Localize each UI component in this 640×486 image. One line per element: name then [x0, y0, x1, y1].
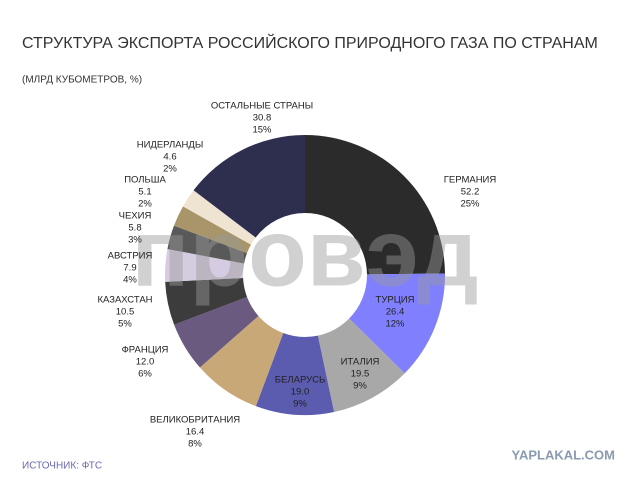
- share-label: 25%: [460, 199, 480, 210]
- slice: [199, 315, 284, 407]
- value-label: 19.0: [291, 387, 310, 398]
- share-label: 15%: [252, 125, 272, 136]
- slice-label: АВСТРИЯ: [108, 251, 153, 262]
- slice-label: ИТАЛИЯ: [341, 357, 380, 368]
- value-label: 4.6: [163, 152, 176, 163]
- share-label: 5%: [118, 319, 132, 330]
- share-label: 12%: [385, 319, 405, 330]
- value-label: 7.9: [123, 263, 136, 274]
- slice: [317, 318, 405, 412]
- chart-title: СТРУКТУРА ЭКСПОРТА РОССИЙСКОГО ПРИРОДНОГ…: [22, 33, 598, 52]
- value-label: 52.2: [461, 187, 480, 198]
- value-label: 30.8: [253, 113, 272, 124]
- value-label: 19.5: [351, 369, 370, 380]
- slice-label: ОСТАЛЬНЫЕ СТРАНЫ: [211, 101, 313, 112]
- source: ИСТОЧНИК: ФТС: [22, 461, 102, 472]
- slice-label: НИДЕРЛАНДЫ: [137, 140, 204, 151]
- watermark: провэд: [132, 199, 479, 306]
- site-watermark: YAPLAKAL.COM: [511, 447, 615, 462]
- slice-label: БЕЛАРУСЬ: [275, 375, 325, 386]
- share-label: 4%: [123, 275, 137, 286]
- slice-label: КАЗАХСТАН: [97, 295, 152, 306]
- slice: [165, 248, 245, 282]
- share-label: 9%: [293, 399, 307, 410]
- value-label: 10.5: [116, 307, 135, 318]
- slice-label: ПОЛЬША: [124, 175, 166, 186]
- slice: [349, 273, 445, 374]
- share-label: 2%: [163, 164, 177, 175]
- slice: [167, 225, 247, 264]
- slice: [305, 135, 445, 275]
- slice: [165, 278, 248, 325]
- slice-label: ТУРЦИЯ: [376, 295, 415, 306]
- share-label: 3%: [128, 235, 142, 246]
- chart-subtitle: (МЛРД КУБОМЕТРОВ, %): [22, 75, 142, 86]
- slice: [173, 206, 251, 254]
- slice-label: ЧЕХИЯ: [119, 211, 152, 222]
- share-label: 8%: [188, 439, 202, 450]
- slice: [174, 297, 259, 368]
- slice-label: ФРАНЦИЯ: [122, 345, 169, 356]
- value-label: 12.0: [136, 357, 155, 368]
- value-label: 5.8: [128, 223, 141, 234]
- slice: [193, 135, 305, 238]
- slice: [255, 333, 335, 415]
- value-label: 5.1: [138, 187, 151, 198]
- share-label: 9%: [353, 381, 367, 392]
- value-label: 26.4: [386, 307, 405, 318]
- share-label: 2%: [138, 199, 152, 210]
- slice-label: ВЕЛИКОБРИТАНИЯ: [150, 415, 240, 426]
- share-label: 6%: [138, 369, 152, 380]
- slice: [182, 190, 256, 245]
- value-label: 16.4: [186, 427, 205, 438]
- slice-label: ГЕРМАНИЯ: [444, 175, 497, 186]
